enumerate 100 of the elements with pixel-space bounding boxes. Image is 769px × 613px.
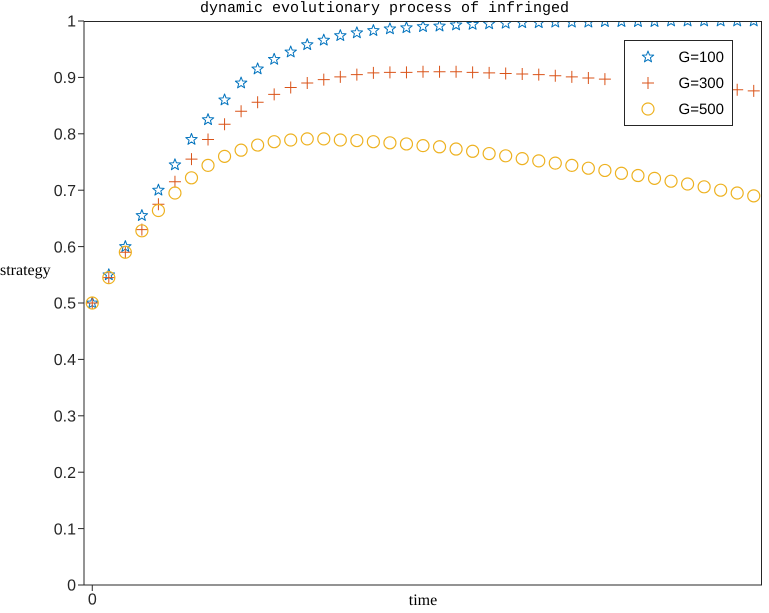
legend-label: G=300 bbox=[678, 74, 724, 92]
point bbox=[366, 135, 380, 148]
point bbox=[136, 209, 148, 221]
point bbox=[433, 65, 446, 78]
point bbox=[168, 186, 182, 200]
point bbox=[499, 66, 512, 80]
point bbox=[184, 171, 198, 184]
point bbox=[631, 168, 645, 182]
point bbox=[698, 180, 711, 194]
point bbox=[234, 76, 248, 88]
point bbox=[268, 52, 280, 65]
point bbox=[400, 66, 413, 79]
point bbox=[466, 66, 480, 79]
point bbox=[251, 138, 264, 152]
point bbox=[102, 268, 116, 280]
point bbox=[433, 21, 446, 32]
point bbox=[251, 96, 264, 109]
point bbox=[598, 164, 612, 178]
point bbox=[614, 166, 628, 180]
point bbox=[185, 132, 198, 145]
point bbox=[168, 175, 182, 188]
y-tick-label: 0.6 bbox=[54, 239, 76, 256]
point bbox=[482, 146, 496, 160]
point bbox=[184, 152, 198, 166]
y-tick-label: 1 bbox=[67, 14, 76, 31]
point bbox=[416, 21, 430, 32]
point bbox=[334, 70, 347, 84]
point bbox=[416, 65, 430, 78]
point bbox=[482, 66, 496, 80]
point bbox=[317, 73, 330, 86]
point bbox=[152, 198, 165, 211]
point bbox=[202, 132, 215, 146]
point bbox=[432, 140, 446, 154]
point bbox=[450, 65, 463, 78]
point bbox=[532, 68, 546, 82]
point bbox=[301, 38, 314, 50]
point bbox=[218, 118, 232, 131]
point bbox=[384, 22, 396, 34]
point bbox=[714, 184, 728, 197]
point bbox=[400, 21, 413, 34]
point bbox=[648, 172, 662, 185]
point bbox=[383, 136, 397, 150]
point bbox=[284, 133, 298, 147]
point bbox=[201, 158, 215, 172]
point bbox=[251, 62, 264, 74]
point bbox=[548, 156, 562, 170]
y-tick-label: 0.3 bbox=[54, 408, 76, 426]
y-tick-label: 0.8 bbox=[54, 126, 76, 144]
point bbox=[449, 142, 463, 156]
point bbox=[284, 46, 297, 58]
x-axis-title: time bbox=[408, 592, 438, 609]
point bbox=[730, 186, 744, 200]
point bbox=[548, 69, 562, 82]
point bbox=[317, 132, 330, 146]
point bbox=[582, 71, 595, 84]
point bbox=[466, 144, 480, 158]
point bbox=[218, 150, 232, 163]
point bbox=[350, 26, 364, 38]
point bbox=[565, 158, 578, 172]
point bbox=[400, 137, 414, 151]
y-tick-label: 0.2 bbox=[54, 464, 76, 482]
point bbox=[532, 154, 546, 168]
chart-title: dynamic evolutionary process of infringed bbox=[200, 0, 570, 17]
point bbox=[367, 24, 380, 36]
point bbox=[152, 184, 165, 196]
point bbox=[152, 204, 166, 218]
point bbox=[582, 162, 595, 175]
point bbox=[300, 76, 314, 90]
point bbox=[202, 113, 214, 126]
point bbox=[218, 93, 231, 106]
point bbox=[664, 174, 678, 188]
point bbox=[234, 104, 248, 118]
point bbox=[747, 189, 760, 202]
y-axis-title: strategy bbox=[0, 262, 51, 280]
point bbox=[334, 29, 347, 42]
point bbox=[747, 84, 760, 98]
y-tick-label: 0.4 bbox=[54, 352, 76, 370]
y-tick-label: 0.1 bbox=[54, 521, 76, 538]
point bbox=[416, 139, 430, 152]
y-tick-label: 0.5 bbox=[54, 296, 76, 313]
point bbox=[598, 72, 612, 86]
legend-label: G=100 bbox=[678, 48, 724, 66]
point bbox=[318, 34, 330, 46]
point bbox=[119, 240, 132, 252]
point bbox=[383, 66, 396, 79]
y-tick-label: 0 bbox=[67, 578, 76, 595]
point bbox=[234, 144, 248, 157]
point bbox=[499, 149, 512, 162]
point bbox=[516, 68, 529, 81]
point bbox=[565, 70, 578, 84]
point bbox=[168, 158, 182, 170]
point bbox=[350, 134, 364, 148]
point bbox=[366, 66, 380, 80]
point bbox=[516, 152, 529, 166]
point bbox=[350, 68, 364, 82]
y-tick-label: 0.7 bbox=[54, 182, 76, 200]
point bbox=[334, 133, 347, 147]
point bbox=[300, 132, 314, 146]
point bbox=[284, 81, 298, 94]
point bbox=[268, 135, 281, 148]
